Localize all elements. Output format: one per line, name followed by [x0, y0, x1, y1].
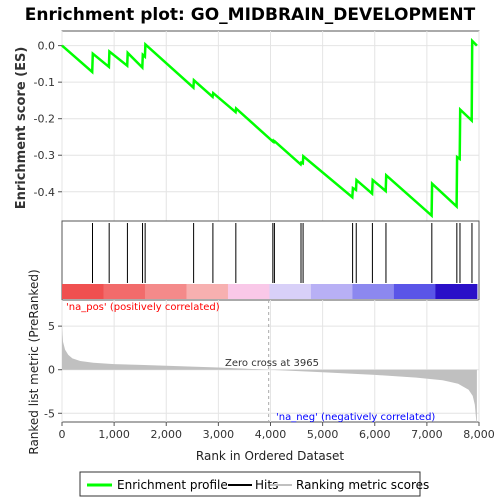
es-y-tick-label: -0.2	[34, 113, 55, 126]
hit-lines	[91, 223, 473, 283]
x-axis-label: Rank in Ordered Dataset	[196, 449, 344, 463]
metric-y-tick-label: 0	[48, 364, 55, 377]
legend-hits-label: Hits	[255, 478, 278, 492]
x-tick-label: 4,000	[255, 428, 287, 441]
rank-bar-segment	[310, 284, 353, 299]
rank-bar-segment	[435, 284, 478, 299]
positive-correlation-label: 'na_pos' (positively correlated)	[66, 302, 220, 313]
metric-y-tick-label: -5	[44, 407, 55, 420]
rank-bar-segment	[186, 284, 229, 299]
rank-bar-segment	[269, 284, 312, 299]
x-tick-label: 6,000	[359, 428, 391, 441]
hits-panel	[61, 220, 480, 301]
es-y-tick-label: -0.4	[34, 186, 55, 199]
es-panel: 0.0 -0.1 -0.2 -0.3 -0.4 Enrichment score (ES…	[14, 30, 480, 222]
rank-bar-segment	[352, 284, 395, 299]
negative-correlation-label: 'na_neg' (negatively correlated)	[276, 412, 435, 423]
rank-bar-segment	[227, 284, 270, 299]
chart-title: Enrichment plot: GO_MIDBRAIN_DEVELOPMENT	[25, 5, 476, 25]
x-tick-label: 8,000	[463, 428, 495, 441]
zero-cross-label: Zero cross at 3965	[225, 358, 319, 369]
rank-bar-segment	[144, 284, 187, 299]
es-gridlines	[61, 31, 480, 221]
rank-bar-segment	[103, 284, 146, 299]
x-tick-label: 0	[59, 428, 66, 441]
metric-y-axis-label: Ranked list metric (PreRanked)	[27, 269, 41, 454]
es-y-tick-label: -0.3	[34, 149, 55, 162]
legend-enrichment-profile-label: Enrichment profile	[117, 478, 228, 492]
ranked-list-color-bar	[62, 284, 478, 299]
es-y-ticks: 0.0 -0.1 -0.2 -0.3 -0.4	[34, 40, 62, 199]
x-tick-label: 1,000	[98, 428, 130, 441]
x-tick-label: 2,000	[151, 428, 183, 441]
x-axis-ticks: 0 1,000 2,000 3,000 4,000 5,000 6,000 7,000 8,00…	[59, 422, 495, 441]
legend: Enrichment profile Hits Ranking metric s…	[79, 471, 429, 497]
x-tick-label: 3,000	[203, 428, 235, 441]
rank-bar-segment	[393, 284, 436, 299]
x-tick-label: 7,000	[411, 428, 443, 441]
es-y-axis-label: Enrichment score (ES)	[14, 47, 29, 210]
legend-ranking-metric-label: Ranking metric scores	[296, 478, 429, 492]
metric-gridlines	[61, 300, 480, 422]
enrichment-profile-line	[61, 37, 478, 219]
metric-y-ticks: -5 0 5	[44, 320, 62, 420]
metric-panel: Zero cross at 3965 'na_pos' (positively …	[27, 269, 495, 463]
rank-bar-segment	[62, 284, 104, 299]
metric-y-tick-label: 5	[48, 320, 55, 333]
x-tick-label: 5,000	[307, 428, 339, 441]
es-y-tick-label: 0.0	[38, 40, 56, 53]
ranking-metric-area	[62, 326, 477, 422]
es-y-tick-label: -0.1	[34, 76, 55, 89]
